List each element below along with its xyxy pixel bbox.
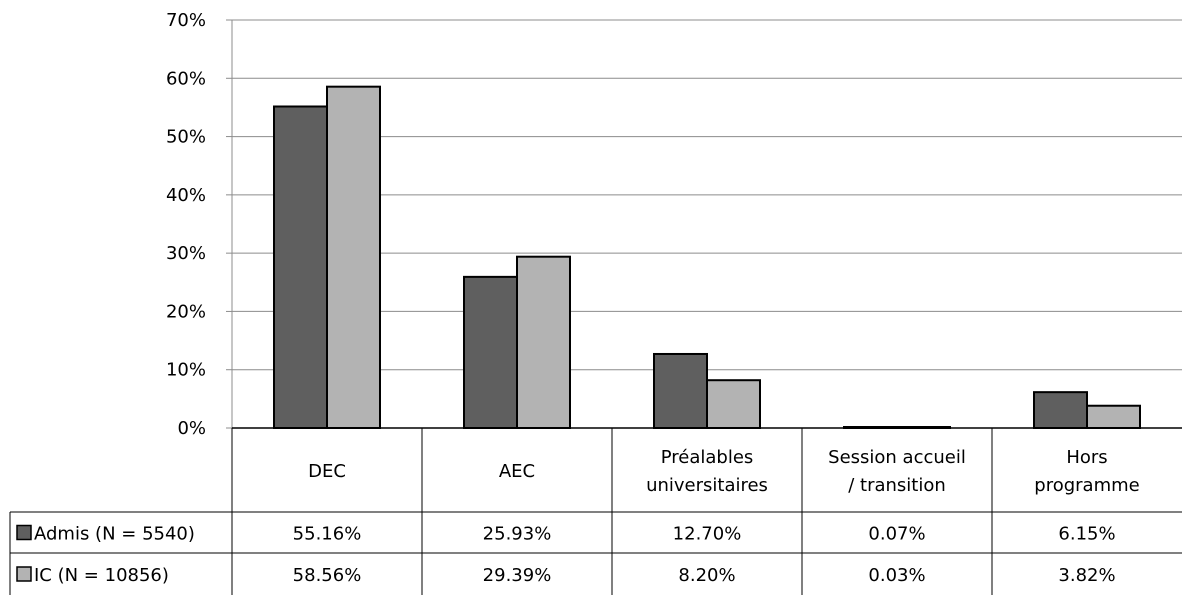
y-tick-label: 0% <box>177 418 206 439</box>
y-tick-label: 60% <box>166 68 206 89</box>
category-label: universitaires <box>646 475 768 496</box>
data-label: 0.03% <box>868 565 925 586</box>
legend-label: Admis (N = 5540) <box>34 524 195 545</box>
bar-ic <box>326 85 381 429</box>
legend-swatch <box>16 566 32 582</box>
category-label: Session accueil <box>828 447 966 468</box>
data-label: 12.70% <box>673 524 742 545</box>
legend-label: IC (N = 10856) <box>34 565 169 586</box>
bar-ic <box>516 255 571 429</box>
legend-swatch <box>16 524 32 541</box>
bar-ic <box>706 379 761 430</box>
data-label: 55.16% <box>293 524 362 545</box>
data-label: 6.15% <box>1058 524 1115 545</box>
data-label: 8.20% <box>678 565 735 586</box>
y-tick-label: 50% <box>166 127 206 148</box>
y-tick-label: 20% <box>166 301 206 322</box>
y-tick-label: 30% <box>166 243 206 264</box>
bar-admis <box>463 275 518 429</box>
bar-admis <box>1033 391 1088 430</box>
y-tick-label: 40% <box>166 185 206 206</box>
category-label: DEC <box>308 461 346 482</box>
data-label: 29.39% <box>483 565 552 586</box>
category-label: AEC <box>499 461 535 482</box>
data-label: 0.07% <box>868 524 925 545</box>
data-label: 3.82% <box>1058 565 1115 586</box>
category-label: Préalables <box>661 447 754 468</box>
data-label: 25.93% <box>483 524 552 545</box>
category-label: programme <box>1034 475 1139 496</box>
bar-admis <box>273 105 328 429</box>
category-label: / transition <box>848 475 946 496</box>
data-label: 58.56% <box>293 565 362 586</box>
category-label: Hors <box>1066 447 1107 468</box>
bar-ic <box>1086 404 1141 430</box>
y-tick-label: 10% <box>166 360 206 381</box>
y-tick-label: 70% <box>166 10 206 31</box>
bar-admis <box>653 352 708 429</box>
